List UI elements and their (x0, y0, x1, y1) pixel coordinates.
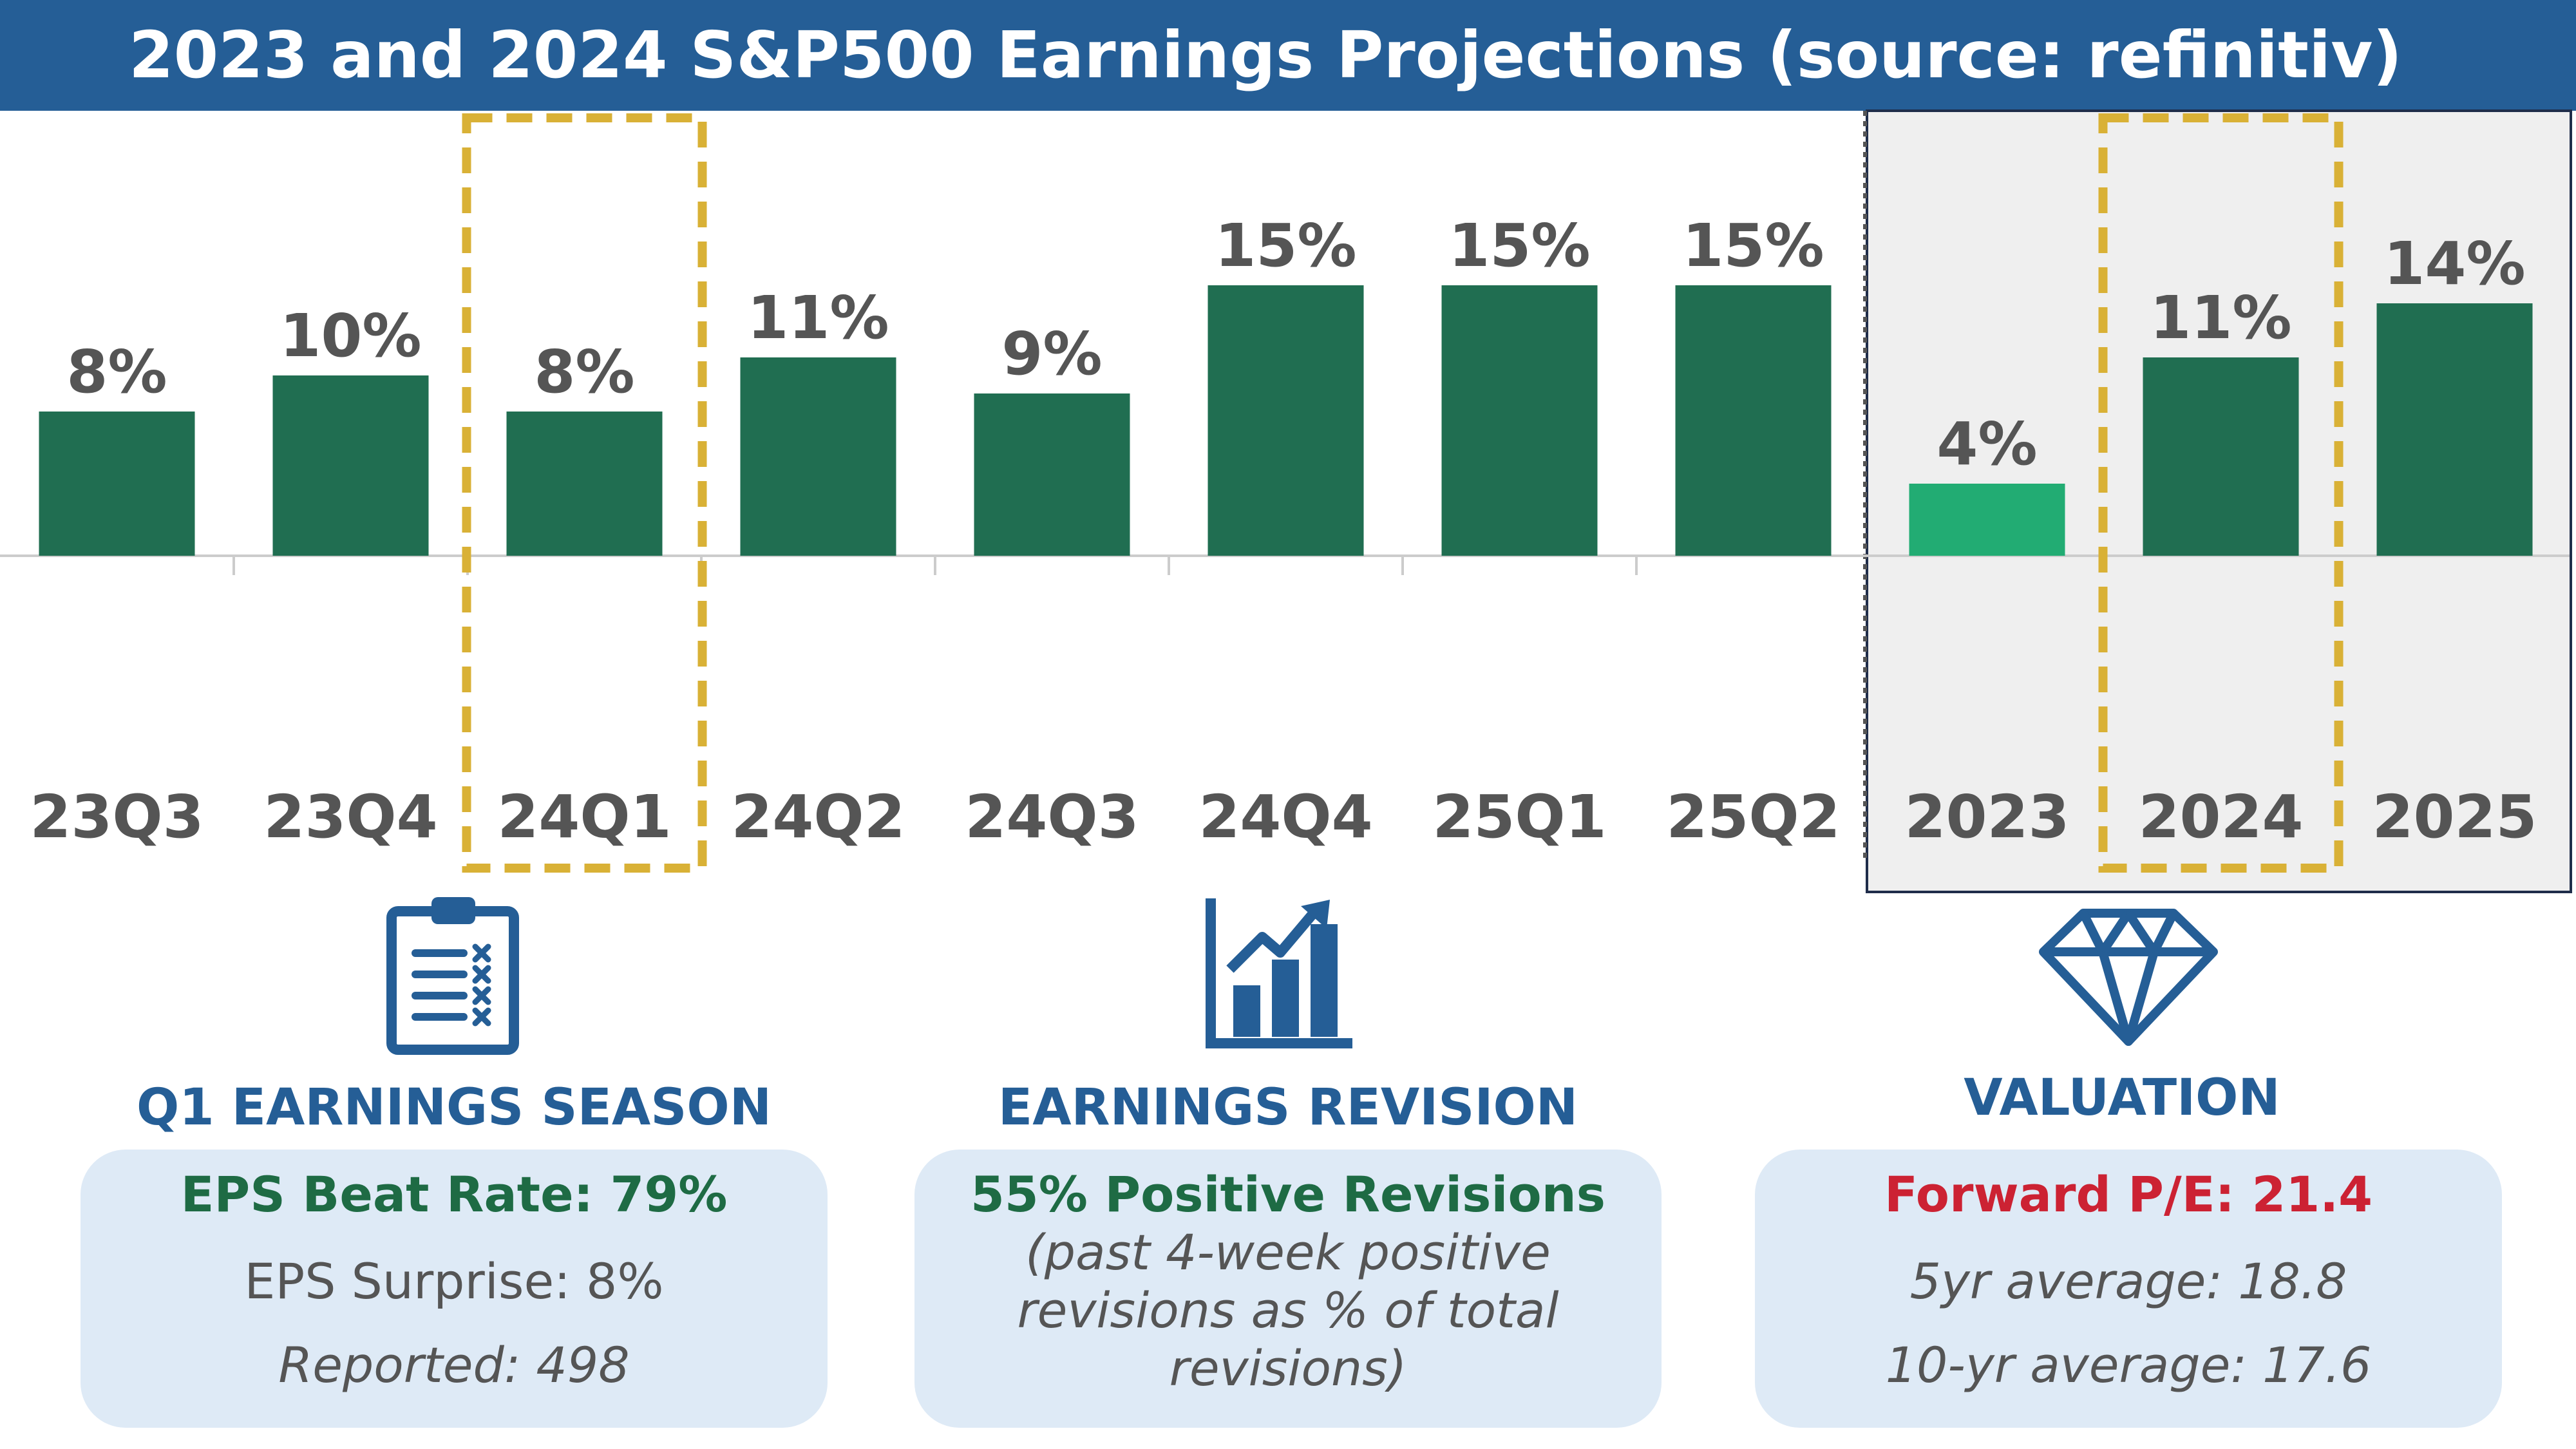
eps-surprise: EPS Surprise: 8% (244, 1253, 664, 1310)
bar-chart-growth-icon (1204, 898, 1359, 1050)
bar-25Q1 (1441, 285, 1598, 556)
card-earnings-revision: 55% Positive Revisions (past 4-week posi… (914, 1150, 1662, 1428)
positive-revisions: 55% Positive Revisions (971, 1166, 1605, 1223)
tick-label-24Q4: 24Q4 (1198, 782, 1372, 851)
highlights-layer (462, 113, 2344, 873)
revision-note-line-2: revisions as % of total (1017, 1282, 1559, 1339)
clipboard-checklist-icon (386, 892, 528, 1056)
highlight-box-2024 (2098, 113, 2344, 873)
data-label-23Q4: 10% (279, 301, 421, 370)
bar-25Q2 (1675, 285, 1832, 556)
tick-label-2023: 2023 (1904, 782, 2069, 851)
bar-2025 (2376, 303, 2533, 556)
earnings-growth-bar-chart: 8% 23Q3 10% 23Q4 8% 24Q1 11% 24Q2 9% 24Q3 15% 24Q4 1… (0, 109, 2572, 893)
data-label-2023: 4% (1937, 410, 2037, 478)
bar-2024 (2143, 357, 2299, 556)
data-label-24Q1: 8% (534, 337, 634, 406)
tick-label-25Q2: 25Q2 (1666, 782, 1840, 851)
tick-label-23Q4: 23Q4 (263, 782, 437, 851)
card-valuation: Forward P/E: 21.4 5yr average: 18.8 10-y… (1755, 1150, 2502, 1428)
tick-label-2024: 2024 (2138, 782, 2303, 851)
data-label-2025: 14% (2383, 229, 2525, 298)
bar-24Q3 (974, 393, 1130, 556)
diamond-icon (2038, 908, 2219, 1046)
tick-label-23Q3: 23Q3 (30, 782, 204, 851)
forward-pe: Forward P/E: 21.4 (1884, 1166, 2373, 1223)
card-q1-earnings: EPS Beat Rate: 79% EPS Surprise: 8% Repo… (80, 1150, 828, 1428)
data-label-24Q4: 15% (1215, 211, 1356, 280)
eps-beat-rate: EPS Beat Rate: 79% (180, 1166, 728, 1223)
bar-23Q3 (39, 412, 195, 556)
ten-year-average: 10-yr average: 17.6 (1885, 1336, 2372, 1394)
tick-label-2025: 2025 (2372, 782, 2537, 851)
reported-count: Reported: 498 (278, 1336, 630, 1394)
tick-label-25Q1: 25Q1 (1432, 782, 1606, 851)
tick-label-24Q3: 24Q3 (965, 782, 1139, 851)
data-label-23Q3: 8% (66, 337, 167, 406)
data-label-2024: 11% (2150, 283, 2291, 352)
bar-2023 (1909, 484, 2065, 556)
section-title-q1-earnings: Q1 EARNINGS SEASON (137, 1079, 772, 1137)
labels-layer: 8% 23Q3 10% 23Q4 8% 24Q1 11% 24Q2 9% 24Q3 15% 24Q4 1… (30, 211, 2537, 851)
revision-note-line-3: revisions) (1169, 1340, 1407, 1397)
data-label-25Q2: 15% (1682, 211, 1824, 280)
data-label-24Q3: 9% (1001, 319, 1102, 388)
bar-24Q2 (740, 357, 896, 556)
tick-label-24Q1: 24Q1 (497, 782, 671, 851)
bar-23Q4 (272, 375, 429, 556)
bar-24Q1 (506, 412, 663, 556)
section-title-valuation: VALUATION (1964, 1069, 2280, 1127)
revision-note-line-1: (past 4-week positive (1025, 1224, 1551, 1281)
five-year-average: 5yr average: 18.8 (1909, 1253, 2347, 1310)
bar-24Q4 (1208, 285, 1364, 556)
page-title: 2023 and 2024 S&P500 Earnings Projection… (129, 17, 2403, 93)
bars-layer (0, 285, 2570, 575)
data-label-24Q2: 11% (747, 283, 889, 352)
section-title-earnings-revision: EARNINGS REVISION (998, 1079, 1578, 1137)
tick-label-24Q2: 24Q2 (731, 782, 905, 851)
title-bar: 2023 and 2024 S&P500 Earnings Projection… (0, 0, 2576, 111)
highlight-box-24Q1 (462, 113, 707, 873)
data-label-25Q1: 15% (1448, 211, 1590, 280)
